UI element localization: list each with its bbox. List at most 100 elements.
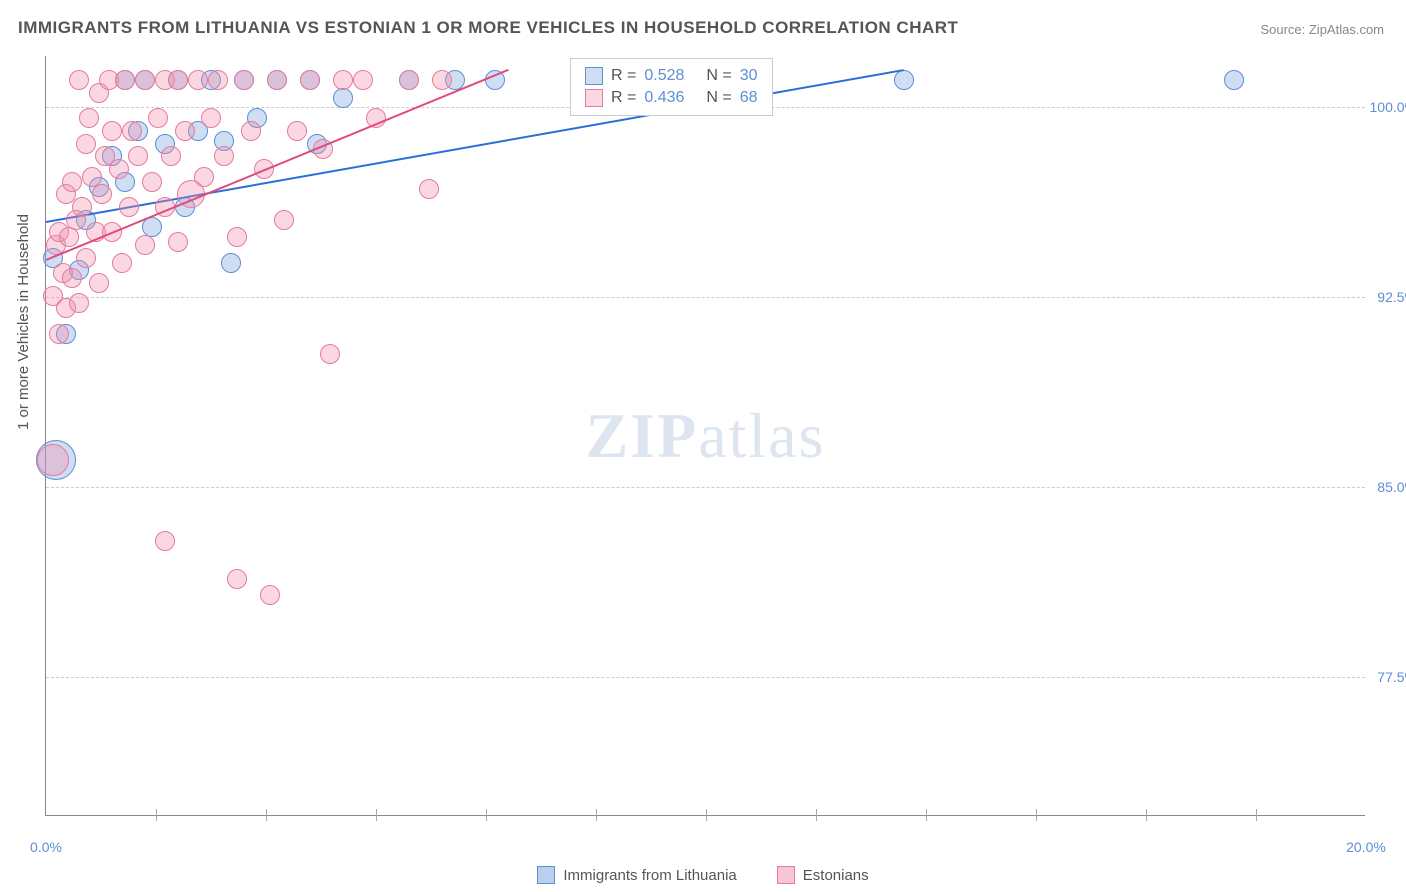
data-point [894,70,914,90]
stats-box: R = 0.528 N = 30 R = 0.436 N = 68 [570,58,773,116]
data-point [49,324,69,344]
correlation-chart: IMMIGRANTS FROM LITHUANIA VS ESTONIAN 1 … [0,0,1406,892]
data-point [76,134,96,154]
x-minor-tick [1036,809,1037,821]
x-minor-tick [486,809,487,821]
x-minor-tick [1256,809,1257,821]
x-tick-label: 20.0% [1346,839,1386,855]
legend: Immigrants from Lithuania Estonians [0,866,1406,884]
data-point [62,172,82,192]
data-point [1224,70,1244,90]
data-point [69,293,89,313]
data-point [300,70,320,90]
legend-swatch [537,866,555,884]
gridline-h [46,487,1365,488]
y-axis-label: 1 or more Vehicles in Household [15,214,32,430]
data-point [333,70,353,90]
data-point [227,227,247,247]
data-point [69,70,89,90]
gridline-h [46,297,1365,298]
x-minor-tick [156,809,157,821]
y-tick-label: 85.0% [1377,479,1406,495]
x-minor-tick [596,809,597,821]
data-point [155,531,175,551]
data-point [135,70,155,90]
watermark-rest: atlas [698,400,825,471]
x-minor-tick [816,809,817,821]
stat-r-label: R = [611,67,636,85]
stat-n-label: N = [706,89,731,107]
series-swatch [585,89,603,107]
x-minor-tick [1146,809,1147,821]
data-point [214,146,234,166]
source-label: Source: ZipAtlas.com [1260,22,1384,37]
data-point [102,121,122,141]
data-point [267,70,287,90]
data-point [109,159,129,179]
data-point [175,121,195,141]
data-point [188,70,208,90]
x-minor-tick [926,809,927,821]
data-point [92,184,112,204]
stat-r-value: 0.436 [644,89,684,107]
watermark-bold: ZIP [586,400,699,471]
y-tick-label: 77.5% [1377,669,1406,685]
legend-label: Estonians [803,867,869,884]
data-point [194,167,214,187]
y-tick-label: 100.0% [1370,99,1406,115]
stat-r-value: 0.528 [644,67,684,85]
data-point [148,108,168,128]
legend-swatch [777,866,795,884]
data-point [72,197,92,217]
data-point [201,108,221,128]
data-point [227,569,247,589]
data-point [62,268,82,288]
data-point [274,210,294,230]
data-point [234,70,254,90]
data-point [333,88,353,108]
stat-r-label: R = [611,89,636,107]
stats-row: R = 0.436 N = 68 [585,87,758,109]
plot-area: ZIPatlas 77.5%85.0%92.5%100.0%0.0%20.0% [45,56,1365,816]
data-point [142,172,162,192]
stat-n-value: 30 [740,67,758,85]
data-point [161,146,181,166]
x-minor-tick [376,809,377,821]
stat-n-value: 68 [740,89,758,107]
data-point [221,253,241,273]
data-point [115,70,135,90]
data-point [353,70,373,90]
data-point [119,197,139,217]
x-minor-tick [706,809,707,821]
x-minor-tick [266,809,267,821]
gridline-h [46,677,1365,678]
data-point [241,121,261,141]
data-point [432,70,452,90]
data-point [287,121,307,141]
chart-title: IMMIGRANTS FROM LITHUANIA VS ESTONIAN 1 … [18,18,958,38]
data-point [135,235,155,255]
data-point [419,179,439,199]
stat-n-label: N = [706,67,731,85]
y-tick-label: 92.5% [1377,289,1406,305]
data-point [320,344,340,364]
data-point [37,444,69,476]
legend-label: Immigrants from Lithuania [563,867,736,884]
data-point [122,121,142,141]
data-point [399,70,419,90]
stats-row: R = 0.528 N = 30 [585,65,758,87]
data-point [260,585,280,605]
data-point [59,227,79,247]
data-point [208,70,228,90]
legend-item: Estonians [777,866,869,884]
data-point [168,70,188,90]
watermark: ZIPatlas [586,399,826,473]
data-point [76,248,96,268]
legend-item: Immigrants from Lithuania [537,866,736,884]
data-point [128,146,148,166]
data-point [89,273,109,293]
data-point [79,108,99,128]
series-swatch [585,67,603,85]
data-point [112,253,132,273]
data-point [168,232,188,252]
